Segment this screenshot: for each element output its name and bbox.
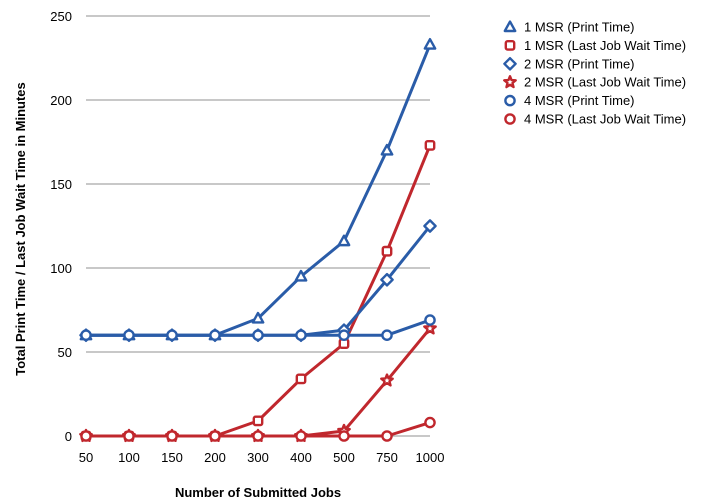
legend-label: 1 MSR (Last Job Wait Time)	[524, 38, 686, 53]
data-point	[380, 373, 394, 387]
data-point	[380, 143, 394, 156]
legend-item: 1 MSR (Print Time)	[503, 20, 635, 35]
data-point	[295, 329, 307, 342]
data-point	[423, 37, 437, 50]
legend-item: 2 MSR (Last Job Wait Time)	[503, 74, 686, 90]
x-tick-label: 200	[204, 450, 226, 465]
legend-label: 1 MSR (Print Time)	[524, 20, 635, 35]
x-tick-label: 150	[161, 450, 183, 465]
legend-marker	[504, 94, 516, 107]
x-axis-ticks: 50 100 150 200 300 400 500 750 1000	[79, 450, 445, 465]
x-axis-title: Number of Submitted Jobs	[175, 485, 341, 500]
data-point	[209, 329, 221, 342]
legend-label: 4 MSR (Last Job Wait Time)	[524, 112, 686, 127]
x-tick-label: 300	[247, 450, 269, 465]
x-tick-label: 500	[333, 450, 355, 465]
legend-marker	[503, 74, 517, 89]
x-tick-label: 100	[118, 450, 140, 465]
data-point	[295, 373, 307, 385]
y-tick-label: 50	[58, 345, 72, 360]
data-point	[380, 272, 394, 287]
legend-marker	[503, 20, 517, 33]
y-axis-title: Total Print Time / Last Job Wait Time in…	[13, 82, 28, 376]
y-tick-label: 150	[50, 177, 72, 192]
data-point	[338, 329, 350, 342]
y-axis-ticks: 0 50 100 150 200 250	[50, 9, 72, 444]
data-point	[166, 329, 178, 342]
data-point	[252, 430, 264, 442]
series-lines	[84, 43, 432, 438]
series-markers	[79, 37, 437, 443]
legend-item: 1 MSR (Last Job Wait Time)	[504, 38, 686, 53]
x-tick-label: 400	[290, 450, 312, 465]
x-tick-label: 750	[376, 450, 398, 465]
data-point	[423, 219, 437, 233]
y-tick-label: 0	[65, 429, 72, 444]
legend-item: 2 MSR (Print Time)	[503, 56, 635, 71]
data-point	[80, 430, 92, 442]
legend-marker	[504, 113, 516, 125]
data-point	[209, 430, 221, 442]
data-point	[251, 311, 265, 324]
legend-item: 4 MSR (Last Job Wait Time)	[504, 112, 686, 127]
data-point	[381, 329, 393, 342]
data-point	[423, 321, 437, 335]
data-point	[252, 415, 264, 427]
data-point	[424, 139, 436, 151]
data-point	[338, 430, 350, 442]
legend-label: 2 MSR (Last Job Wait Time)	[524, 75, 686, 90]
legend-marker	[503, 57, 517, 71]
x-tick-label: 50	[79, 450, 93, 465]
data-point	[252, 329, 264, 342]
y-tick-label: 250	[50, 9, 72, 24]
y-tick-label: 200	[50, 93, 72, 108]
data-point	[123, 430, 135, 442]
legend-marker	[504, 40, 516, 51]
data-point	[381, 245, 393, 257]
data-point	[424, 314, 436, 326]
data-point	[80, 329, 92, 342]
data-point	[381, 430, 393, 442]
data-point	[295, 430, 307, 442]
legend-item: 4 MSR (Print Time)	[504, 93, 635, 108]
x-tick-label: 1000	[416, 450, 445, 465]
data-point	[337, 234, 351, 247]
data-point	[424, 416, 436, 429]
legend: 1 MSR (Print Time) 1 MSR (Last Job Wait T…	[503, 20, 686, 127]
grid	[86, 15, 430, 437]
legend-label: 4 MSR (Print Time)	[524, 93, 635, 108]
y-tick-label: 100	[50, 261, 72, 276]
legend-label: 2 MSR (Print Time)	[524, 56, 635, 71]
data-point	[294, 269, 308, 282]
data-point	[166, 430, 178, 442]
data-point	[123, 329, 135, 342]
